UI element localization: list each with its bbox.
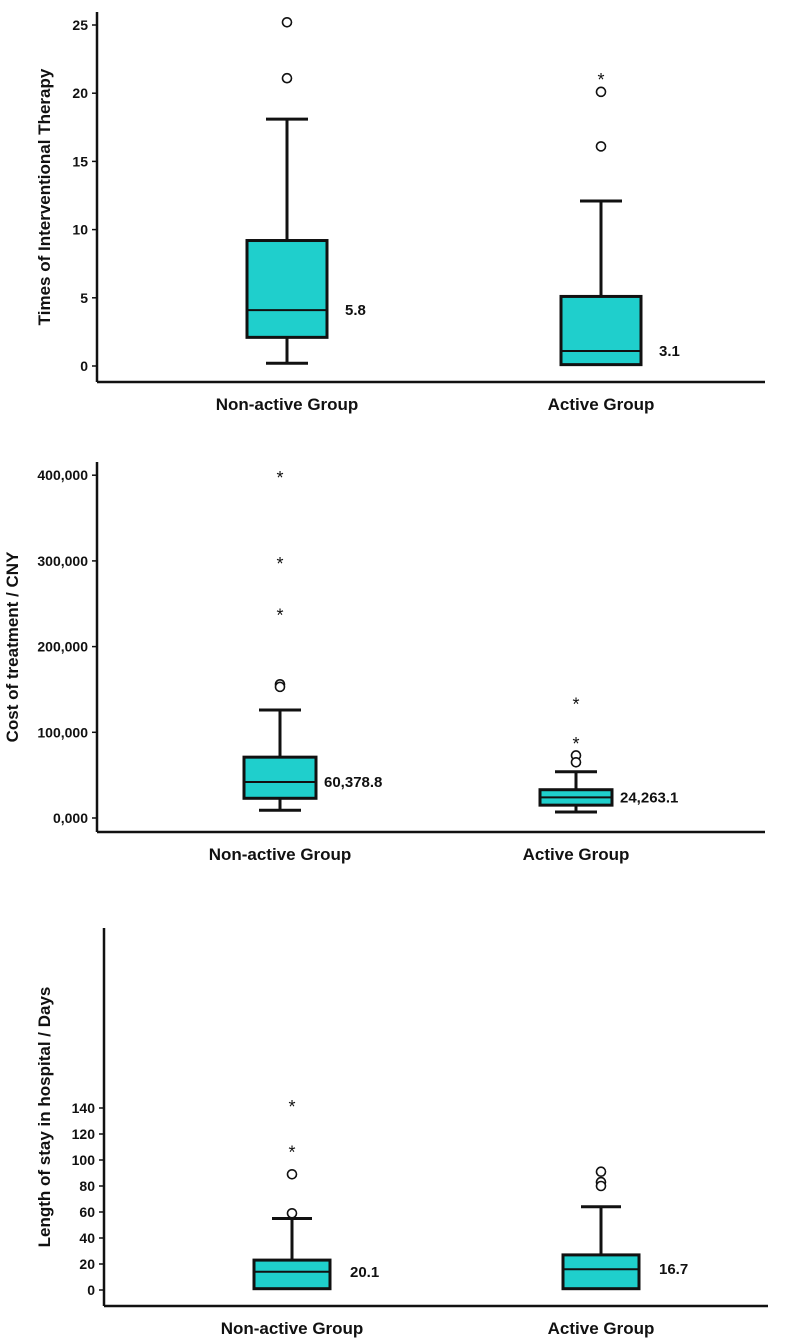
x-category-label: Active Group (548, 1319, 655, 1338)
iqr-box (245, 239, 329, 339)
mean-value-label: 20.1 (350, 1264, 379, 1281)
outlier-circle (274, 681, 286, 693)
y-tick-label: 15 (72, 153, 88, 169)
mean-value-label: 3.1 (659, 343, 680, 360)
y-tick-label: 10 (72, 222, 88, 238)
y-tick-label: 0 (87, 1282, 95, 1298)
panel-length-of-stay: 0 20 40 60 80 100 120 140 Length of stay in hosp… (35, 928, 768, 1338)
y-axis-title: Cost of treatment / CNY (3, 551, 22, 742)
y-tick-label: 60 (79, 1204, 95, 1220)
y-axis-title: Times of Interventional Therapy (35, 68, 54, 325)
panel-cost-of-treatment: 0,000 100,000 200,000 300,000 400,000 Cost of… (3, 462, 765, 864)
y-tick-label: 140 (72, 1100, 96, 1116)
mean-value-label: 24,263.1 (620, 789, 678, 806)
y-tick-label: 5 (80, 290, 88, 306)
panel-times-of-interventional-therapy: 0 5 10 15 20 25 Times of Interventional Therap… (35, 12, 765, 414)
outlier-star: * (276, 554, 283, 574)
mean-value-label: 60,378.8 (324, 774, 382, 791)
outlier-star: * (572, 734, 579, 754)
y-tick-label: 20 (72, 85, 88, 101)
y-tick-label: 40 (79, 1230, 95, 1246)
outlier-circle (595, 141, 607, 152)
outlier-star: * (288, 1097, 295, 1117)
y-tick-label: 100,000 (37, 724, 88, 740)
y-tick-label: 300,000 (37, 553, 88, 569)
outlier-circle (281, 72, 293, 84)
outlier-circle (570, 756, 582, 768)
x-category-label: Non-active Group (221, 1319, 364, 1338)
y-axis-title: Length of stay in hospital / Days (35, 987, 54, 1248)
x-category-label: Non-active Group (209, 845, 352, 864)
iqr-box (252, 1258, 332, 1291)
iqr-box (242, 755, 318, 800)
outlier-circle (595, 86, 607, 98)
outlier-circle (281, 16, 293, 28)
iqr-box (559, 294, 643, 367)
y-tick-label: 200,000 (37, 639, 88, 655)
outlier-circle (595, 1166, 607, 1177)
outlier-circle (286, 1169, 298, 1180)
y-tick-label: 80 (79, 1178, 95, 1194)
y-tick-label: 0 (80, 358, 88, 374)
outlier-circle (286, 1208, 298, 1219)
y-tick-label: 120 (72, 1126, 96, 1142)
outlier-star: * (276, 605, 283, 625)
y-tick-label: 0,000 (53, 810, 88, 826)
x-category-label: Active Group (523, 845, 630, 864)
outlier-circle (595, 1180, 607, 1192)
outlier-star: * (288, 1143, 295, 1163)
y-tick-label: 25 (72, 17, 88, 33)
x-category-label: Active Group (548, 395, 655, 414)
y-tick-label: 100 (72, 1152, 96, 1168)
x-category-label: Non-active Group (216, 395, 359, 414)
y-tick-label: 20 (79, 1256, 95, 1272)
outlier-star: * (597, 70, 604, 90)
iqr-box (561, 1253, 641, 1291)
y-tick-label: 400,000 (37, 467, 88, 483)
mean-value-label: 16.7 (659, 1261, 688, 1278)
outlier-star: * (572, 694, 579, 714)
outlier-star: * (276, 468, 283, 488)
mean-value-label: 5.8 (345, 302, 366, 319)
